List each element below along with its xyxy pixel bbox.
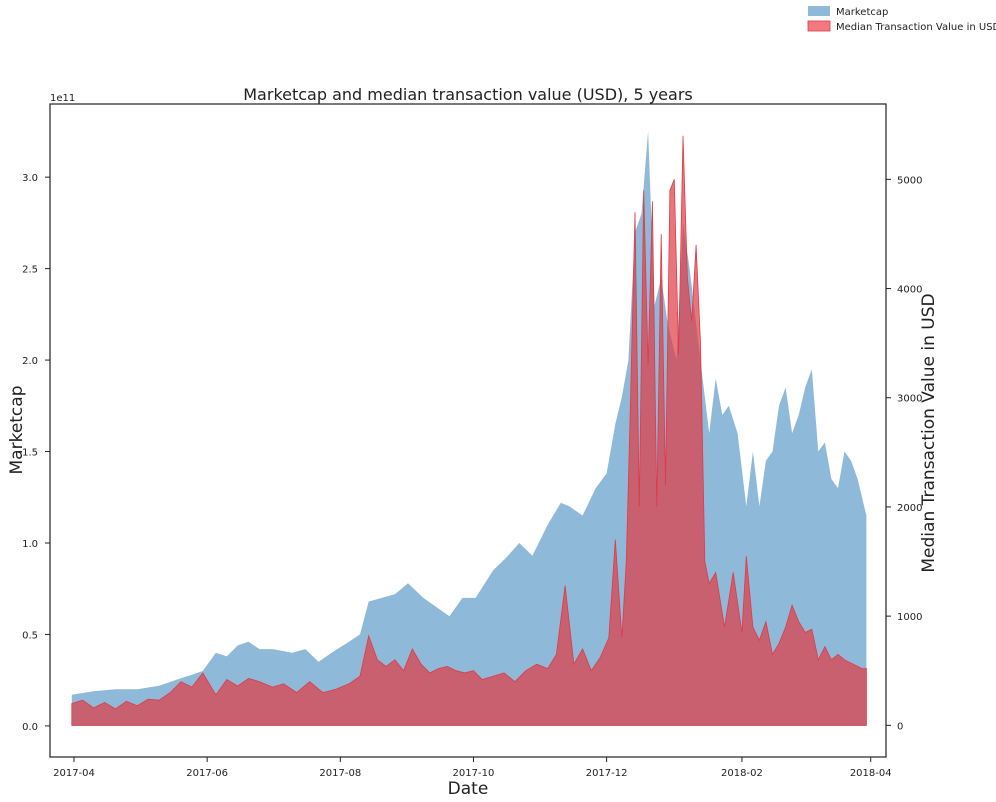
y-tick-label: 2.5 <box>22 265 38 276</box>
x-tick-label: 2017-08 <box>319 768 361 779</box>
y-axis-left: 0.0 0.5 1.0 1.5 2.0 2.5 3.0 <box>22 173 50 733</box>
y2-axis-title: Median Transaction Value in USD <box>919 293 939 572</box>
x-tick-label: 2018-02 <box>721 768 763 779</box>
x-tick-label: 2017-06 <box>186 768 228 779</box>
y2-tick-label: 3000 <box>897 394 922 405</box>
chart-title: Marketcap and median transaction value (… <box>243 85 693 104</box>
y2-tick-label: 5000 <box>897 175 922 186</box>
x-tick-label: 2018-04 <box>850 768 892 779</box>
legend-swatch-median <box>807 20 831 32</box>
y-axis-title: Marketcap <box>7 386 27 475</box>
y-axis-right: 0 1000 2000 3000 4000 5000 <box>886 175 922 732</box>
x-axis-title: Date <box>448 779 489 799</box>
legend-swatch-marketcap <box>808 6 830 16</box>
x-tick-label: 2017-12 <box>586 768 628 779</box>
plot-frame <box>49 103 887 758</box>
plot-area <box>71 131 867 726</box>
y-tick-label: 1.5 <box>22 448 38 459</box>
y2-tick-label: 2000 <box>897 503 922 514</box>
y2-tick-label: 1000 <box>897 612 922 623</box>
x-tick-label: 2017-10 <box>453 768 495 779</box>
y2-tick-label: 4000 <box>897 285 922 296</box>
legend-label-marketcap: Marketcap <box>836 7 888 18</box>
y-offset-label: 1e11 <box>50 93 75 104</box>
y2-tick-label: 0 <box>897 721 903 732</box>
legend: Marketcap Median Transaction Value in US… <box>807 6 996 33</box>
x-axis: 2017-04 2017-06 2017-08 2017-10 2017-12 2018-… <box>53 757 892 779</box>
legend-label-median: Median Transaction Value in USD <box>836 22 996 33</box>
y-tick-label: 3.0 <box>22 173 38 184</box>
y-tick-label: 0.5 <box>22 630 38 641</box>
x-tick-label: 2017-04 <box>53 768 95 779</box>
y-tick-label: 1.0 <box>22 539 38 550</box>
y-tick-label: 0.0 <box>22 722 38 733</box>
y-tick-label: 2.0 <box>22 356 38 367</box>
series-median-area <box>71 135 867 726</box>
